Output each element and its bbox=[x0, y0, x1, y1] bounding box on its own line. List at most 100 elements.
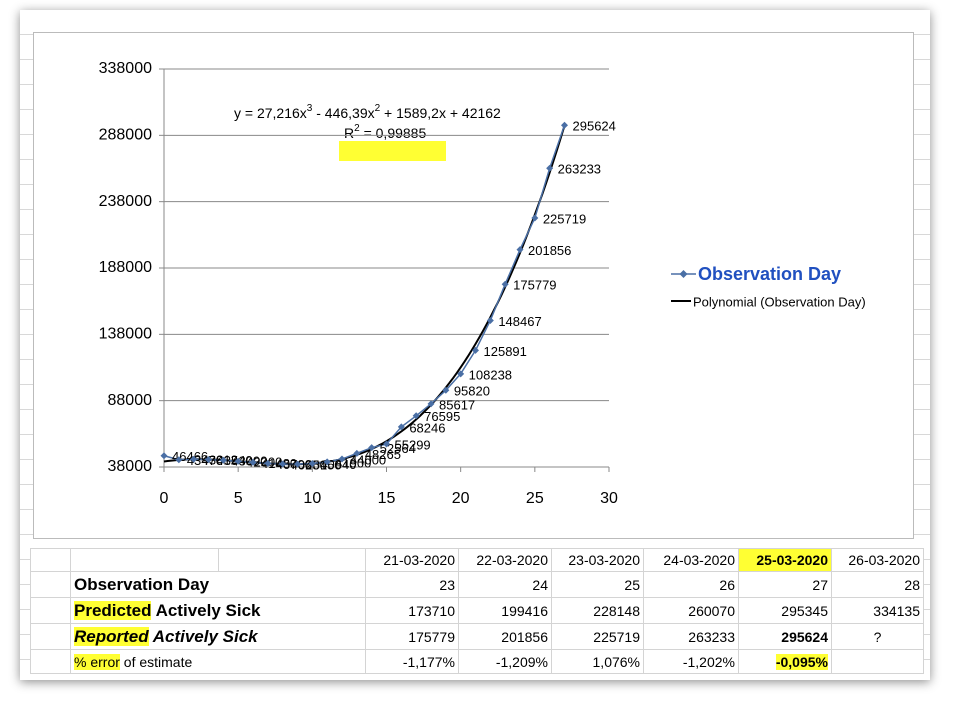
data-point bbox=[323, 458, 331, 466]
data-point bbox=[353, 449, 361, 457]
y-tick-label: 338000 bbox=[99, 60, 152, 77]
cell bbox=[218, 548, 366, 572]
data-label: 44000 bbox=[350, 452, 386, 467]
data-label: 175779 bbox=[513, 278, 556, 293]
data-label: 43470 bbox=[187, 453, 223, 468]
data-label: 108238 bbox=[469, 367, 512, 382]
data-point bbox=[516, 246, 524, 254]
table-row: Reported Actively Sick 175779 201856 225719… bbox=[30, 623, 924, 650]
table-row: Observation Day 23 24 25 26 27 28 bbox=[30, 571, 924, 598]
legend-label: Observation Day bbox=[698, 264, 841, 284]
data-point bbox=[501, 280, 509, 288]
highlight: -0,095% bbox=[775, 653, 828, 670]
cell: 295624 bbox=[738, 623, 832, 650]
r-squared: R2 = 0,99885 bbox=[344, 123, 426, 141]
data-label: 43540 bbox=[217, 453, 253, 468]
cell bbox=[70, 548, 219, 572]
data-label: 40150 bbox=[306, 458, 342, 473]
data-point bbox=[486, 316, 494, 324]
data-point bbox=[383, 440, 390, 448]
data-point bbox=[338, 455, 346, 463]
data-point bbox=[175, 456, 183, 464]
data-label: 125891 bbox=[484, 344, 527, 359]
data-label: 42300 bbox=[246, 455, 282, 470]
data-point bbox=[279, 460, 287, 468]
y-tick-label: 288000 bbox=[99, 127, 152, 144]
row-label: Predicted Actively Sick bbox=[70, 597, 366, 624]
y-tick-label: 238000 bbox=[99, 193, 152, 210]
series-line bbox=[163, 124, 566, 465]
chart: y = 27,216x3 - 446,39x2 + 1589,2x + 4216… bbox=[33, 32, 914, 539]
cell bbox=[831, 649, 924, 674]
column-header: 23-03-2020 bbox=[551, 548, 644, 572]
cell bbox=[30, 649, 71, 674]
legend-marker bbox=[679, 270, 688, 278]
cell: 225719 bbox=[551, 623, 644, 650]
x-tick-label: 15 bbox=[378, 490, 396, 507]
cell: -1,209% bbox=[458, 649, 552, 674]
data-point bbox=[442, 386, 450, 394]
y-tick-label: 138000 bbox=[99, 326, 152, 343]
x-tick-label: 5 bbox=[234, 490, 243, 507]
label-part: Actively Sick bbox=[155, 600, 261, 620]
data-point bbox=[472, 346, 479, 354]
data-label: 148467 bbox=[498, 314, 541, 329]
cell: 24 bbox=[458, 571, 552, 598]
x-tick-label: 20 bbox=[452, 490, 470, 507]
cell: 228148 bbox=[551, 597, 644, 624]
data-point bbox=[397, 423, 405, 431]
cell: -1,202% bbox=[643, 649, 739, 674]
data-point bbox=[294, 460, 301, 468]
data-point bbox=[234, 457, 242, 465]
data-point bbox=[264, 459, 272, 467]
label-part: of estimate bbox=[123, 653, 193, 670]
cell: 260070 bbox=[643, 597, 739, 624]
data-label: 55299 bbox=[395, 437, 431, 452]
column-header: 26-03-2020 bbox=[831, 548, 924, 572]
cell: 23 bbox=[365, 571, 459, 598]
row-label: Observation Day bbox=[70, 571, 366, 598]
data-label: 295624 bbox=[573, 119, 616, 134]
cell: 295345 bbox=[738, 597, 832, 624]
cell bbox=[30, 597, 71, 624]
data-label: 40700 bbox=[276, 457, 312, 472]
data-point bbox=[457, 370, 465, 378]
label-part: Predicted bbox=[74, 600, 152, 620]
data-point bbox=[190, 455, 198, 463]
x-tick-label: 10 bbox=[303, 490, 321, 507]
cell bbox=[30, 571, 71, 598]
data-label: 85617 bbox=[439, 397, 475, 412]
x-tick-label: 0 bbox=[160, 490, 169, 507]
data-point bbox=[561, 121, 568, 129]
cell: 27 bbox=[738, 571, 832, 598]
data-label: 95820 bbox=[454, 384, 490, 399]
cell: 26 bbox=[643, 571, 739, 598]
data-point bbox=[531, 214, 539, 222]
column-header: 21-03-2020 bbox=[365, 548, 459, 572]
data-label: 225719 bbox=[543, 211, 586, 226]
cell: 263233 bbox=[643, 623, 739, 650]
trendline bbox=[163, 125, 566, 466]
x-tick-label: 30 bbox=[600, 490, 618, 507]
highlight bbox=[339, 141, 446, 161]
header-row: 21-03-2020 22-03-2020 23-03-2020 24-03-2020… bbox=[30, 548, 924, 572]
cell bbox=[30, 548, 71, 572]
data-label: 263233 bbox=[558, 162, 601, 177]
cell bbox=[30, 623, 71, 650]
cell: 199416 bbox=[458, 597, 552, 624]
data-label: 48265 bbox=[365, 447, 401, 462]
data-point bbox=[427, 400, 435, 408]
data-label: 201856 bbox=[528, 243, 571, 258]
cell: 201856 bbox=[458, 623, 552, 650]
label-part: Reported bbox=[74, 626, 149, 646]
row-label: Reported Actively Sick bbox=[70, 623, 366, 650]
label-part: % error bbox=[74, 653, 120, 670]
y-tick-label: 188000 bbox=[99, 259, 152, 276]
data-label: 43812 bbox=[202, 453, 238, 468]
data-point bbox=[368, 444, 376, 452]
data-label: 40250 bbox=[291, 457, 327, 472]
cell: 28 bbox=[831, 571, 924, 598]
row-label: % error of estimate bbox=[70, 649, 366, 674]
data-point bbox=[205, 456, 212, 464]
